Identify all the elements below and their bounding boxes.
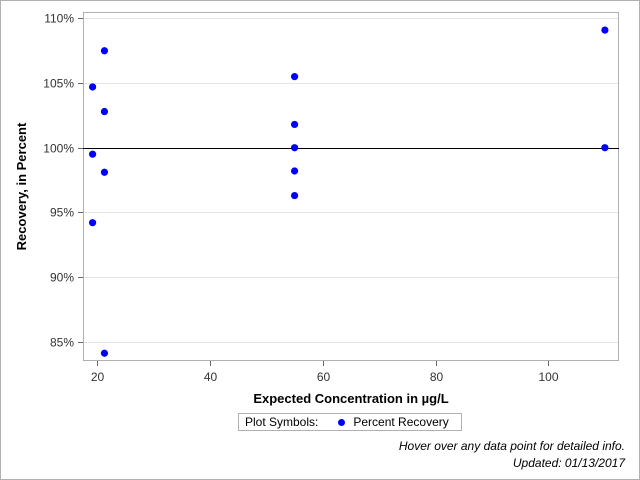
y-tick-label: 105% <box>43 77 74 91</box>
data-point[interactable] <box>290 73 299 81</box>
data-point[interactable] <box>88 150 97 158</box>
gridlines <box>83 18 619 343</box>
x-tick-label: 100 <box>538 370 558 384</box>
y-axis: 85% 90% 95% 100% 105% 110% <box>43 12 83 350</box>
hover-note: Hover over any data point for detailed i… <box>398 439 625 453</box>
plot-area <box>83 12 619 361</box>
legend: Plot Symbols: Percent Recovery <box>238 413 462 431</box>
y-axis-title: Recovery, in Percent <box>14 122 29 250</box>
y-tick-label: 95% <box>50 206 74 220</box>
data-points <box>88 26 609 357</box>
data-point[interactable] <box>100 107 109 116</box>
data-point[interactable] <box>601 144 609 152</box>
updated-date: Updated: 01/13/2017 <box>512 456 625 470</box>
data-point[interactable] <box>290 191 299 200</box>
data-point[interactable] <box>100 349 109 357</box>
data-point[interactable] <box>290 144 299 152</box>
data-point[interactable] <box>290 167 299 175</box>
y-tick-label: 85% <box>50 336 74 350</box>
legend-marker-icon <box>338 418 346 426</box>
legend-entry: Percent Recovery <box>353 415 449 429</box>
x-tick-label: 40 <box>204 370 218 384</box>
data-point[interactable] <box>290 120 299 129</box>
y-tick-label: 100% <box>43 142 74 156</box>
legend-title: Plot Symbols: <box>245 415 319 429</box>
x-axis-title: Expected Concentration in µg/L <box>253 391 448 406</box>
data-point[interactable] <box>88 219 97 227</box>
y-tick-label: 90% <box>50 271 74 285</box>
data-point[interactable] <box>601 26 609 34</box>
x-tick-label: 20 <box>91 370 105 384</box>
x-tick-label: 80 <box>430 370 444 384</box>
y-tick-label: 110% <box>44 12 74 26</box>
data-point[interactable] <box>100 168 109 176</box>
x-axis: 20 40 60 80 100 <box>91 361 559 384</box>
scatter-chart: 20 40 60 80 100 85% 90% 95% 100% 105% 110% Expect… <box>14 12 619 406</box>
data-point[interactable] <box>88 83 97 91</box>
x-tick-label: 60 <box>317 370 331 384</box>
data-point[interactable] <box>100 47 109 55</box>
